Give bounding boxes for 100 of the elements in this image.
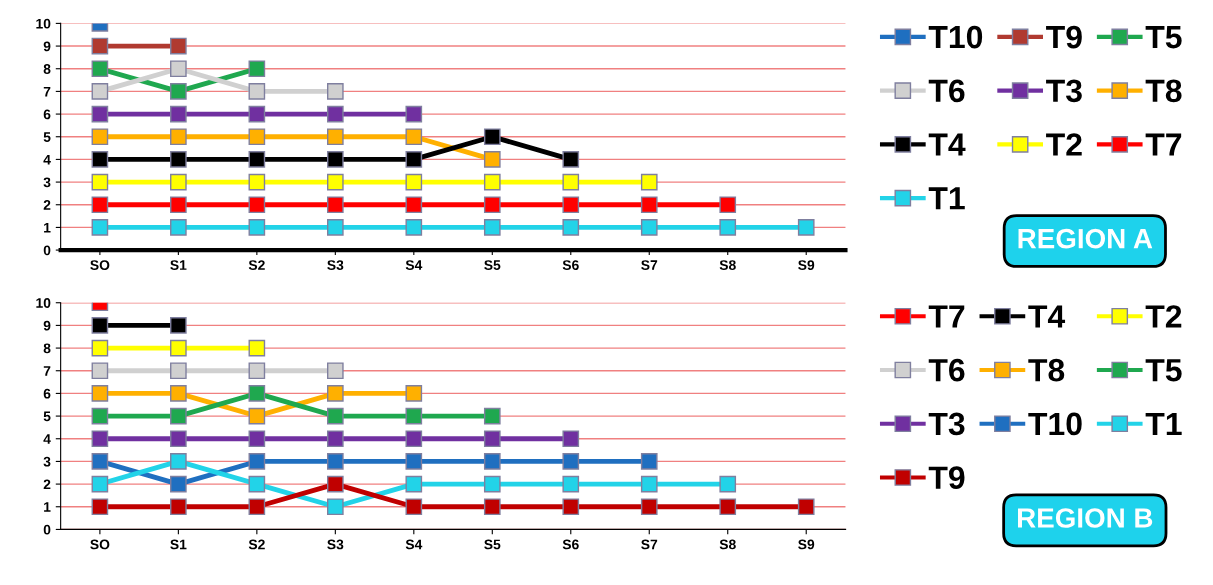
y-tick-label: 8 (43, 343, 51, 354)
point (483, 219, 501, 236)
point (405, 173, 423, 191)
point (170, 498, 187, 516)
point (170, 475, 187, 493)
point (170, 362, 187, 380)
point (719, 475, 737, 493)
point (797, 219, 815, 236)
point (170, 173, 187, 191)
legend-label: T6 (928, 358, 965, 382)
x-tick-label: S7 (641, 539, 658, 550)
x-tick-label: S3 (327, 260, 344, 271)
point (170, 83, 187, 100)
legend-label: T2 (1046, 133, 1082, 156)
x-tick-label: S8 (719, 260, 736, 271)
point (170, 407, 187, 425)
point (640, 453, 658, 470)
point (170, 105, 187, 123)
point (562, 453, 580, 470)
point (562, 151, 580, 168)
point (170, 219, 187, 236)
legend-label: T7 (1145, 133, 1182, 156)
point (91, 196, 109, 214)
x-tick-label: S2 (248, 260, 265, 271)
point (248, 128, 266, 146)
point (91, 453, 109, 470)
point (91, 430, 109, 448)
point (326, 453, 344, 470)
point (405, 196, 423, 214)
point (405, 151, 423, 168)
point (719, 219, 737, 236)
x-tick-label: S5 (484, 260, 501, 271)
x-tick-label: S4 (405, 539, 423, 550)
y-tick-label: 5 (43, 411, 51, 422)
point (640, 173, 658, 191)
point (483, 430, 501, 448)
point (405, 219, 423, 236)
y-tick-label: 2 (43, 479, 51, 490)
legend-label: T9 (928, 466, 965, 489)
legend-label: T6 (928, 79, 965, 103)
point (562, 498, 580, 516)
legend-label: T5 (1145, 26, 1182, 49)
point (170, 317, 187, 334)
point (248, 385, 266, 402)
point (170, 128, 187, 146)
point (405, 430, 423, 448)
point (91, 498, 109, 516)
point (640, 475, 658, 493)
point (405, 105, 423, 123)
x-tick-label: S1 (170, 260, 187, 271)
point (719, 498, 737, 516)
point (483, 453, 501, 470)
legend-label: T8 (1145, 79, 1182, 103)
text: REGION B (1018, 508, 1153, 528)
y-tick-label: 0 (43, 245, 51, 256)
point (248, 151, 266, 168)
point (248, 219, 266, 236)
x-tick-label: S9 (798, 260, 815, 271)
point (562, 475, 580, 493)
point (326, 128, 344, 146)
y-tick-label: 8 (43, 64, 51, 74)
x-tick-label: S2 (248, 539, 265, 550)
point (91, 128, 109, 146)
point (562, 173, 580, 191)
point (326, 105, 344, 123)
text: REGION A (1018, 228, 1153, 249)
point (483, 498, 501, 516)
point (248, 475, 266, 493)
legend-label: T8 (1028, 358, 1065, 382)
x-tick-label: S5 (484, 539, 501, 550)
point (248, 60, 266, 78)
point (405, 128, 423, 146)
point (248, 362, 266, 380)
legend-label: T9 (1046, 25, 1082, 49)
point (326, 498, 344, 516)
point (91, 317, 109, 334)
point (483, 475, 501, 493)
x-tick-label: S3 (327, 539, 344, 550)
point (91, 60, 109, 78)
point (326, 475, 344, 493)
point (326, 151, 344, 168)
y-tick-label: 9 (43, 320, 51, 331)
point (640, 196, 658, 214)
point (562, 196, 580, 214)
point (248, 196, 266, 214)
point (640, 219, 658, 236)
point (405, 475, 423, 493)
legend-label: T1 (928, 187, 965, 210)
point (405, 385, 423, 402)
point (562, 219, 580, 236)
point (719, 196, 737, 214)
point (248, 407, 266, 425)
y-tick-label: 6 (43, 388, 51, 399)
y-tick-label: 10 (36, 298, 51, 308)
x-tick-label: S6 (562, 260, 579, 271)
y-tick-label: 9 (43, 41, 51, 52)
point (326, 219, 344, 236)
point (326, 385, 344, 402)
y-tick-label: 4 (43, 154, 51, 165)
y-tick-label: 6 (43, 109, 51, 120)
